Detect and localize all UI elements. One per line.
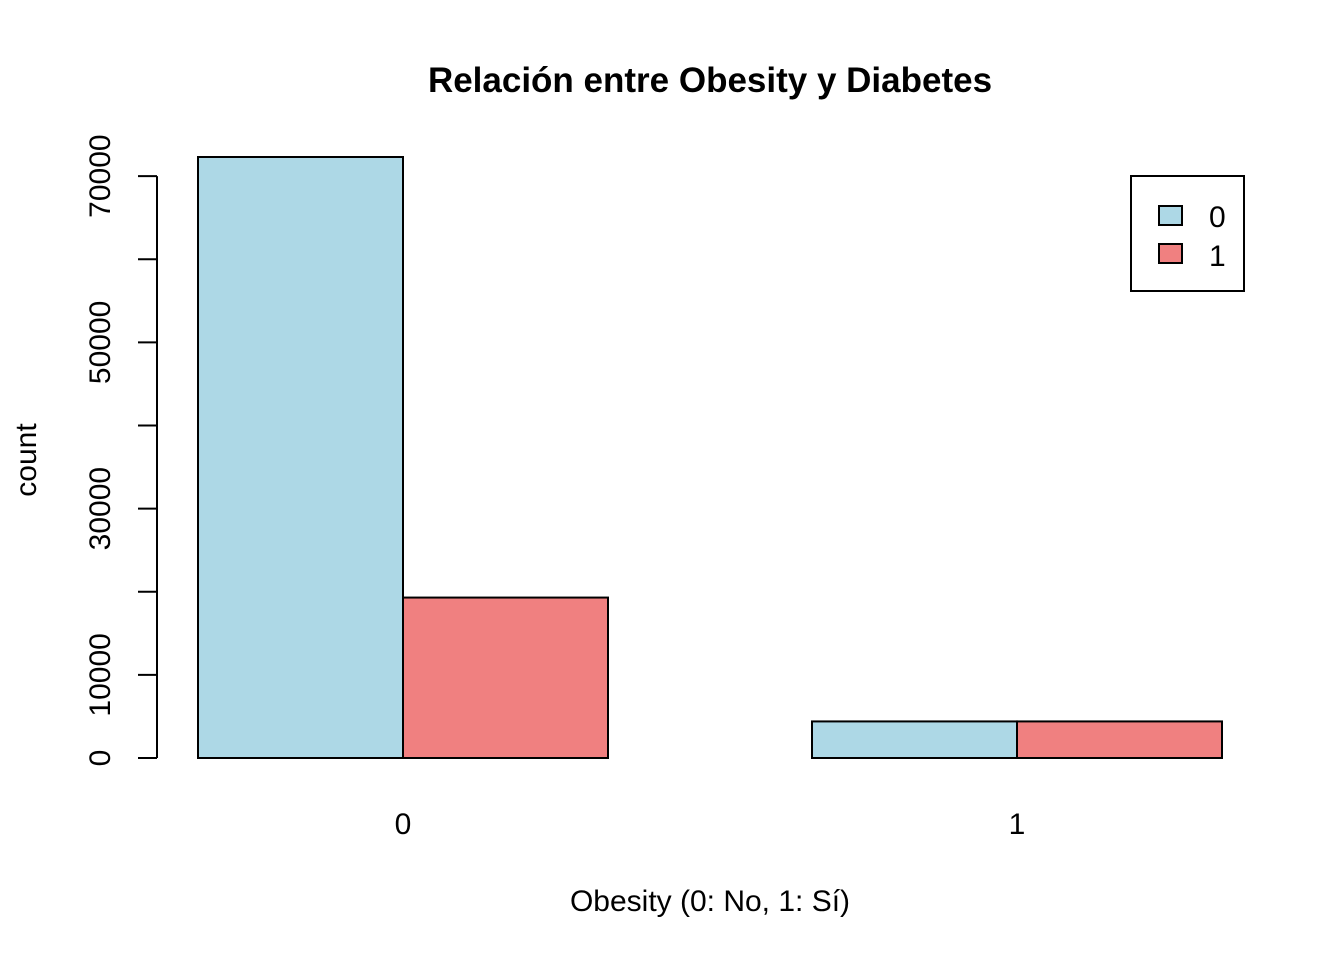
y-tick-label: 30000 (84, 467, 117, 550)
legend-swatch-0 (1158, 205, 1183, 226)
chart-title: Relación entre Obesity y Diabetes (428, 61, 992, 100)
y-axis-title: count (10, 423, 43, 497)
y-tick-label: 0 (84, 750, 117, 767)
legend-box (1130, 175, 1245, 292)
legend-label-1: 1 (1209, 240, 1226, 273)
y-axis: 0 10000 30000 50000 70000 (84, 134, 158, 767)
y-tick-label: 10000 (84, 633, 117, 716)
bar-obesity-0-diabetes-1 (402, 596, 609, 759)
legend: 0 1 (1130, 175, 1245, 292)
x-tick-label: 1 (1009, 808, 1026, 841)
bar-obesity-1-diabetes-1 (1016, 720, 1223, 759)
y-tick-label: 50000 (84, 301, 117, 384)
bar-obesity-0-diabetes-0 (197, 156, 404, 759)
legend-label-0: 0 (1209, 201, 1226, 234)
bars-group (197, 156, 1223, 759)
x-axis-title: Obesity (0: No, 1: Sí) (570, 885, 850, 918)
y-tick-label: 70000 (84, 134, 117, 217)
legend-swatch-1 (1158, 243, 1183, 264)
bar-obesity-1-diabetes-0 (811, 720, 1018, 759)
x-tick-label: 0 (395, 808, 412, 841)
